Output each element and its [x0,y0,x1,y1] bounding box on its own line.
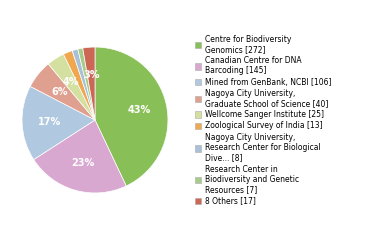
Wedge shape [48,54,95,120]
Wedge shape [30,64,95,120]
Wedge shape [72,49,95,120]
Wedge shape [83,47,95,120]
Wedge shape [95,47,168,186]
Wedge shape [22,86,95,160]
Text: 23%: 23% [71,158,94,168]
Text: 17%: 17% [38,117,62,127]
Wedge shape [63,51,95,120]
Text: 4%: 4% [62,77,79,87]
Text: 3%: 3% [83,70,100,80]
Wedge shape [34,120,126,193]
Text: 6%: 6% [52,87,68,97]
Text: 43%: 43% [128,105,151,115]
Legend: Centre for Biodiversity
Genomics [272], Canadian Centre for DNA
Barcoding [145],: Centre for Biodiversity Genomics [272], … [194,34,332,206]
Wedge shape [78,48,95,120]
